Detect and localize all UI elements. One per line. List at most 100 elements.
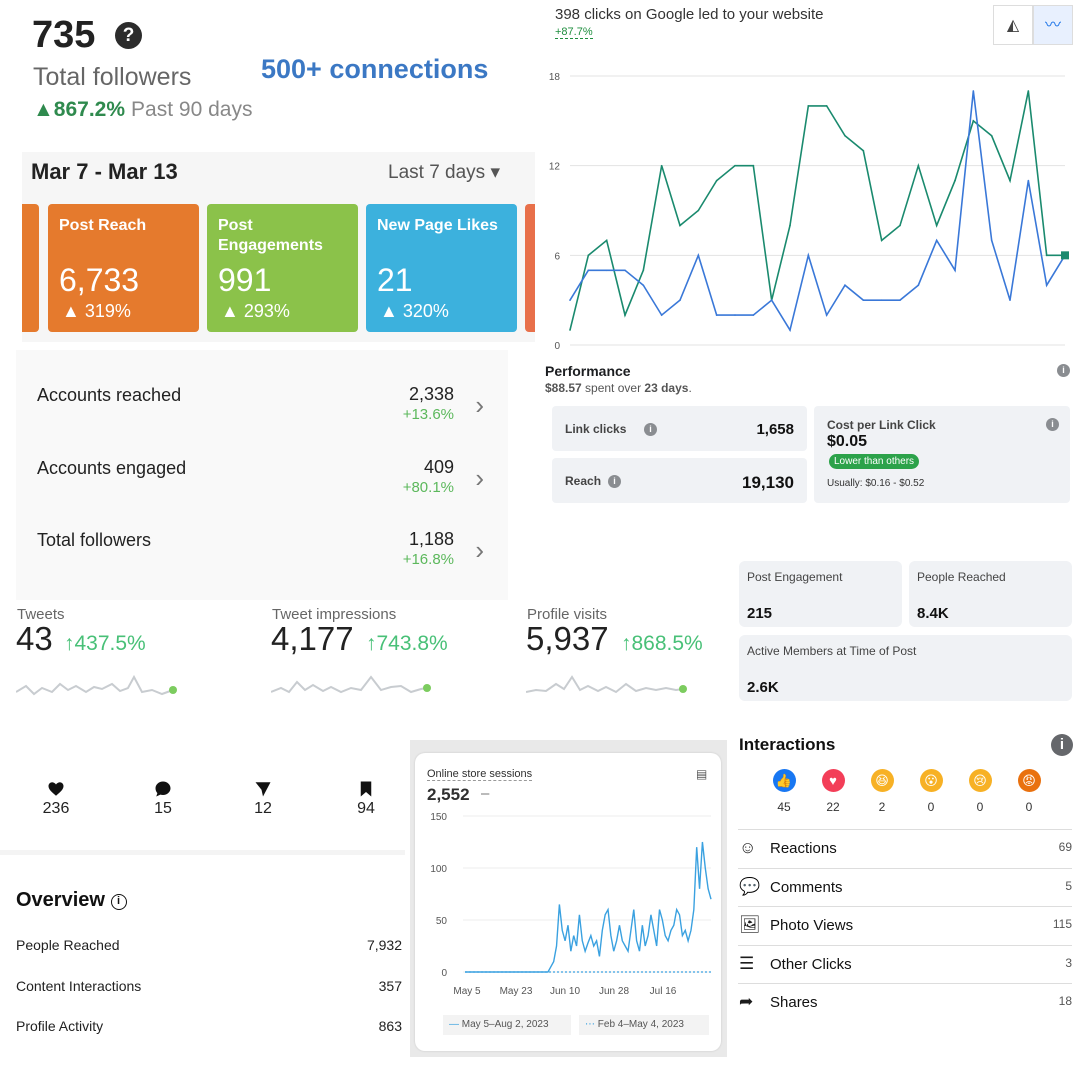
data-point [660,314,663,316]
chevron-right-icon: › [475,463,484,493]
data-point [569,299,571,301]
active-members-tile: Active Members at Time of Post 2.6K [739,635,1072,701]
profile-visits-value: 5,937 [526,620,609,657]
love-reaction[interactable]: ♥ 22 [813,769,853,814]
comment-icon [155,781,171,797]
card-post-reach[interactable]: Post Reach 6,733 ▲ 319% [48,204,199,332]
y-tick-label: 0 [441,968,447,979]
previous-card-edge[interactable] [22,204,39,332]
data-point [1009,179,1011,182]
info-icon[interactable]: i [608,475,621,488]
interaction-row[interactable]: ➦ Shares 18 [738,983,1072,1021]
cpc-value: $0.05 [827,433,868,450]
data-point [862,299,865,301]
data-point [935,224,938,227]
impressions-change: ↑743.8% [366,632,448,655]
interaction-row[interactable]: ☰ Other Clicks 3 [738,944,1072,983]
tweets-sparkline [16,674,177,696]
interaction-row[interactable]: ☺ Reactions 69 [738,829,1072,867]
angry-reaction[interactable]: 😡 0 [1009,769,1049,814]
info-icon[interactable]: i [1046,418,1059,431]
link-clicks-box: Link clicks i 1,658 [552,406,807,451]
interaction-row[interactable]: 🖼 Photo Views 115 [738,906,1072,944]
sessions-change: – [481,785,490,802]
tile-label: Post Engagement [747,570,843,584]
google-clicks-change: +87.7% [555,26,593,39]
info-icon[interactable]: i [1057,364,1070,377]
row-label: Comments [770,878,843,896]
overview-row[interactable]: Profile Activity 863 [16,1018,402,1034]
sessions-value: 2,552 [427,785,470,804]
list-item[interactable]: Total followers 1,188 +16.8% › [16,495,508,568]
data-point [807,105,810,107]
card-post-engagements[interactable]: Post Engagements 991 ▲ 293% [207,204,358,332]
data-point [770,299,773,301]
interactions-title: Interactions [739,735,836,754]
data-point [917,284,920,287]
info-icon[interactable]: i [644,423,657,436]
connections-link[interactable]: 500+ connections [261,54,489,84]
reaction-count: 0 [976,800,984,814]
overview-row[interactable]: People Reached 7,932 [16,937,402,953]
photo-views-icon: 🖼 [739,915,761,934]
data-point [715,179,718,182]
list-item[interactable]: Accounts engaged 409 +80.1% › [16,423,508,496]
reach-value: 19,130 [742,473,794,492]
legend-current[interactable]: — May 5–Aug 2, 2023 [443,1015,571,1035]
row-label: People Reached [16,937,120,953]
period-dropdown[interactable]: Last 7 days ▾ [388,162,500,183]
followers-change: ▲867.2% Past 90 days [33,98,252,122]
tile-value: 8.4K [917,605,949,622]
data-point [624,269,626,272]
data-point [807,254,810,257]
line-chart-toggle-icon[interactable]: 〰 [1033,5,1073,45]
row-label: Photo Views [770,917,854,934]
data-point [880,299,883,301]
card-title: Post Reach [59,217,147,234]
card-change: ▲ 320% [380,301,449,321]
shares-stat[interactable]: 12 [233,780,293,818]
data-point [844,134,846,137]
row-value: 863 [378,1018,402,1034]
data-point [642,284,645,287]
y-tick-label: 6 [554,251,560,262]
row-label: Reactions [770,840,837,857]
comments-stat[interactable]: 15 [133,780,193,818]
like-reaction[interactable]: 👍 45 [764,769,804,814]
interaction-row[interactable]: 💬 Comments 5 [738,867,1072,906]
likes-stat[interactable]: 236 [26,780,86,818]
data-point [752,314,755,316]
row-value: 18 [1058,994,1072,1008]
last-point-marker [1061,251,1069,260]
info-icon[interactable]: i [110,894,127,910]
post-stats-panel: 236 15 12 94 [0,760,405,855]
data-point [917,164,920,167]
overview-panel: Overview i People Reached 7,932 Content I… [0,855,405,1080]
overview-row[interactable]: Content Interactions 357 [16,978,402,994]
info-icon[interactable]: i [1051,734,1073,756]
wow-reaction[interactable]: 😮 0 [911,769,951,814]
row-value: 357 [378,978,402,994]
haha-icon: 😆 [870,769,894,792]
data-point [1045,254,1048,257]
area-chart-toggle-icon[interactable]: ◭ [993,5,1033,45]
row-label: Accounts engaged [37,458,187,478]
data-point [880,239,883,242]
legend-previous[interactable]: ⋯ Feb 4–May 4, 2023 [579,1015,709,1035]
data-point [587,254,590,257]
data-point [569,329,571,331]
help-icon[interactable]: ? [115,22,142,49]
saves-stat[interactable]: 94 [336,780,396,818]
x-tick-label: May 5 [453,986,481,997]
divider [0,850,405,856]
overview-title: Overview i [16,889,127,912]
x-tick-label: Jun 10 [550,986,580,997]
sad-reaction[interactable]: 😢 0 [960,769,1000,814]
data-point [605,239,608,242]
list-item[interactable]: Accounts reached 2,338 +13.6% › [16,350,508,423]
haha-reaction[interactable]: 😆 2 [862,769,902,814]
card-new-page-likes[interactable]: New Page Likes 21 ▲ 320% [366,204,517,332]
performance-panel: Performance i $88.57 spent over 23 days.… [540,355,1080,515]
document-icon[interactable]: ▤ [696,767,708,781]
next-card-edge[interactable] [525,204,535,332]
